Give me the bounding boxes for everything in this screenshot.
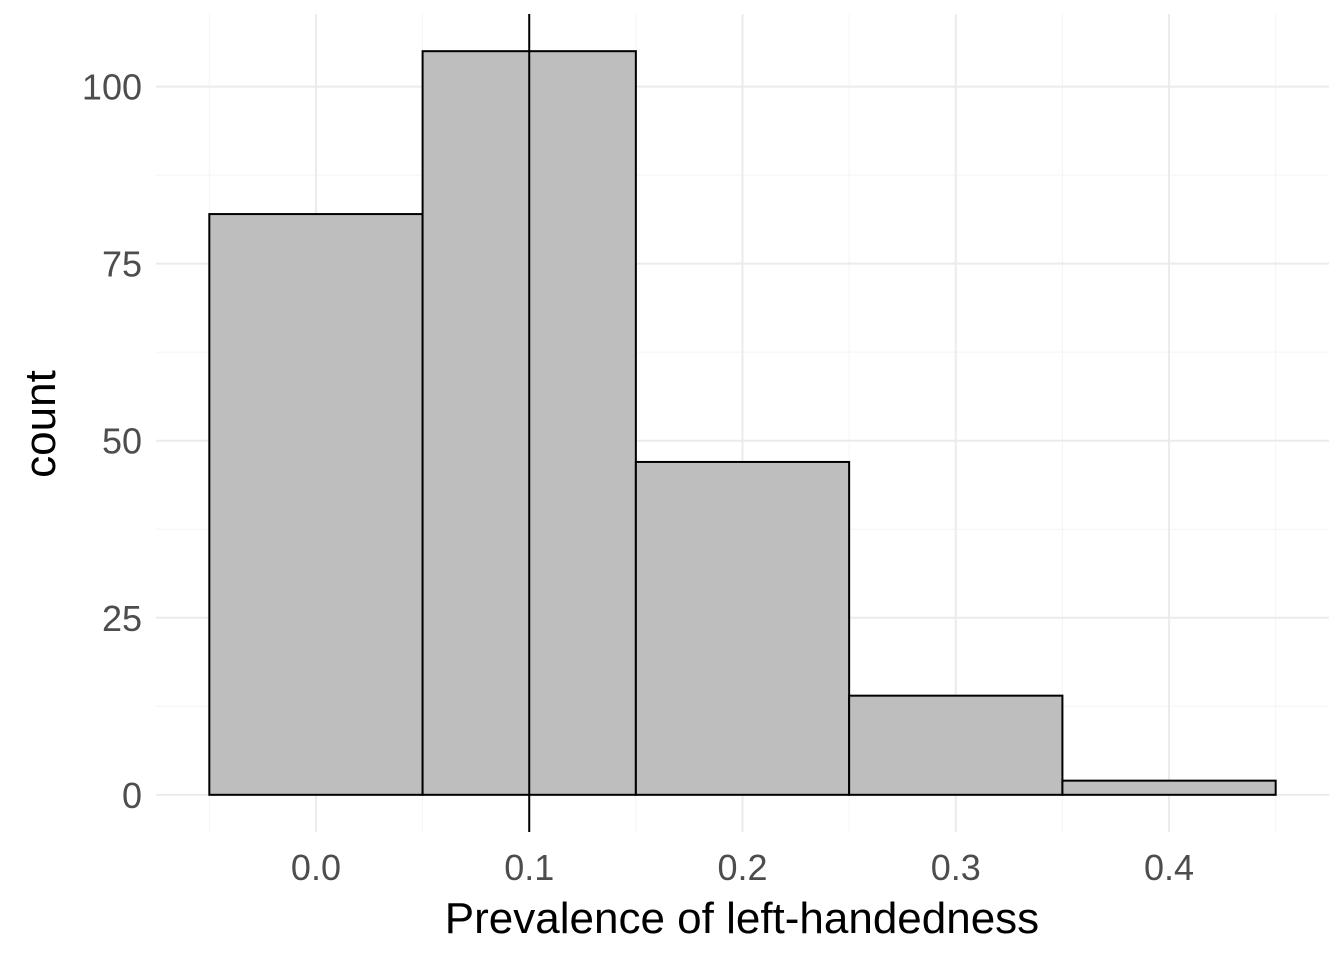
x-tick-label: 0.3 [931,847,981,888]
histogram-bar-1 [208,213,424,796]
histogram-bar-4 [848,694,1064,796]
y-tick-label: 25 [102,598,142,639]
y-axis-tick-labels: 0 25 50 75 100 [82,67,142,816]
y-tick-label: 0 [122,775,142,816]
y-tick-label: 50 [102,421,142,462]
y-axis-title: count [16,370,65,478]
x-tick-label: 0.0 [291,847,341,888]
x-tick-label: 0.4 [1144,847,1194,888]
x-tick-label: 0.1 [504,847,554,888]
x-axis-tick-labels: 0.0 0.1 0.2 0.3 0.4 [291,847,1194,888]
y-tick-label: 75 [102,244,142,285]
histogram-bar-3 [634,460,851,796]
x-tick-label: 0.2 [717,847,767,888]
y-tick-label: 100 [82,67,142,108]
histogram-bar-5 [1061,779,1277,796]
x-axis-title: Prevalence of left-handedness [445,894,1039,943]
